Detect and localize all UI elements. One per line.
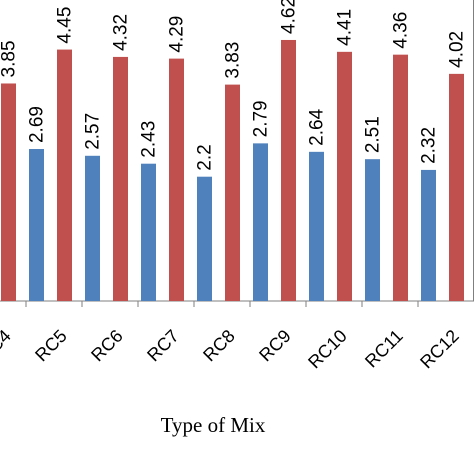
bar-series1-rc10	[309, 151, 324, 301]
data-label: 3.85	[0, 40, 20, 77]
bar-series1-rc12	[421, 169, 436, 301]
data-label: 4.45	[55, 7, 76, 44]
data-label: 4.62	[279, 0, 300, 34]
data-labels: 3.85 2.69 4.45 2.57 4.32 2.43 4.29 2.2 3.83 2.79 4…	[0, 0, 468, 171]
bar-series2-rc5	[57, 49, 72, 302]
data-label: 2.64	[307, 108, 328, 145]
x-tick-label: RC4	[0, 326, 15, 366]
data-label: 2.32	[419, 127, 440, 164]
bar-series2-rc11	[393, 54, 408, 301]
x-tick-label: RC12	[416, 326, 463, 373]
x-tick-label: RC9	[255, 326, 295, 366]
bar-series2-rc4	[1, 83, 16, 301]
x-tick-label: RC8	[199, 326, 239, 366]
data-label: 3.83	[223, 42, 244, 79]
bar-series2-rc8	[225, 84, 240, 301]
data-label: 4.02	[447, 31, 468, 68]
bar-series1-rc8	[197, 176, 212, 301]
x-tick-label: RC10	[304, 326, 351, 373]
bars	[1, 39, 464, 302]
bar-series2-rc7	[169, 58, 184, 301]
x-axis-title: Type of Mix	[161, 413, 266, 437]
data-label: 4.29	[167, 16, 188, 53]
bar-series1-rc7	[141, 163, 156, 301]
data-label: 2.69	[27, 106, 48, 143]
bar-series1-rc5	[29, 149, 44, 301]
data-label: 2.43	[139, 121, 160, 158]
x-tick-label: RC11	[361, 326, 407, 372]
bar-series2-rc9	[281, 39, 296, 301]
bar-series1-rc9	[253, 143, 268, 301]
bar-series2-rc6	[113, 56, 128, 301]
bar-series1-rc6	[85, 155, 100, 301]
x-tick-label: RC6	[87, 326, 127, 366]
data-label: 2.51	[363, 116, 384, 153]
x-tick-label: RC5	[31, 326, 71, 366]
data-label: 4.32	[111, 14, 132, 51]
bar-series1-rc11	[365, 159, 380, 301]
bar-series2-rc12	[449, 73, 464, 302]
data-label: 4.41	[335, 9, 356, 46]
data-label: 4.36	[391, 12, 412, 49]
data-label: 2.57	[83, 113, 104, 150]
data-label: 2.79	[251, 100, 272, 137]
bar-series2-rc10	[337, 51, 352, 302]
x-tick-label: RC7	[143, 326, 183, 366]
data-label: 2.2	[195, 144, 216, 170]
x-tick-labels: RC4RC5RC6RC7RC8RC9RC10RC11RC12RC13	[0, 301, 474, 372]
